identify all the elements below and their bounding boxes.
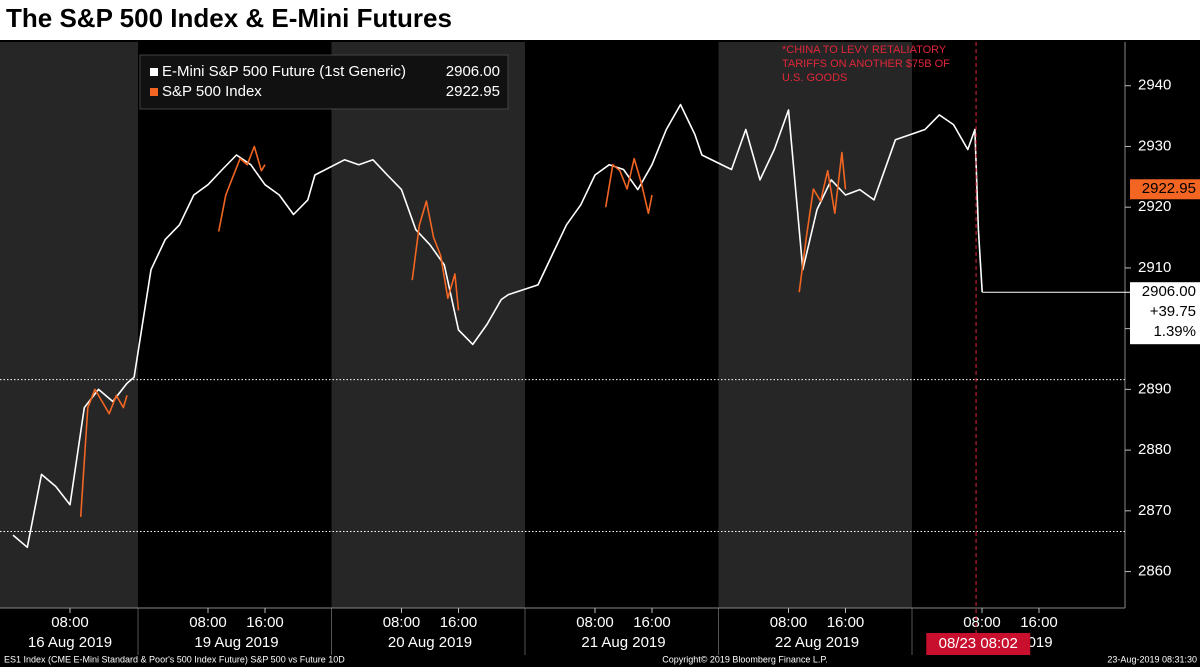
price-box-change: +39.75 — [1150, 303, 1196, 320]
y-tick-label: 2860 — [1138, 563, 1171, 580]
chart-title: The S&P 500 Index & E-Mini Futures — [6, 3, 452, 33]
day-section — [718, 42, 912, 608]
plot: 28602870288028902900291029202930294008:0… — [0, 42, 1200, 655]
series-line — [79, 145, 847, 517]
x-tick-label: 08:00 — [51, 614, 89, 631]
x-tick-label: 16:00 — [1020, 614, 1058, 631]
y-tick-label: 2880 — [1138, 441, 1171, 458]
footer-left: ES1 Index (CME E-Mini Standard & Poor's … — [4, 654, 345, 664]
day-section — [138, 42, 332, 608]
title-band — [0, 0, 1200, 40]
day-section — [331, 42, 525, 608]
price-box-change-pct: 1.39% — [1153, 323, 1196, 340]
legend-swatch — [150, 88, 158, 96]
x-tick-label: 16:00 — [440, 614, 478, 631]
legend-value: 2922.95 — [446, 83, 500, 100]
y-tick-label: 2870 — [1138, 502, 1171, 519]
price-box — [1130, 282, 1200, 345]
y-tick-label: 2940 — [1138, 77, 1171, 94]
day-section — [912, 42, 1125, 608]
footer-center: Copyright© 2019 Bloomberg Finance L.P. — [662, 654, 828, 664]
index-box — [1130, 179, 1200, 200]
day-label: 16 Aug 2019 — [28, 634, 112, 651]
cursor-box — [926, 633, 1031, 655]
day-label: 22 Aug 2019 — [775, 634, 859, 651]
legend-name: S&P 500 Index — [162, 83, 262, 100]
x-tick-label: 08:00 — [576, 614, 614, 631]
day-section — [525, 42, 719, 608]
annotation-text: *CHINA TO LEVY RETALIATORY — [782, 44, 947, 56]
x-tick-label: 08:00 — [770, 614, 808, 631]
day-label: 20 Aug 2019 — [388, 634, 472, 651]
y-tick-label: 2890 — [1138, 380, 1171, 397]
legend-swatch — [150, 68, 158, 76]
index-box-label: 2922.95 — [1142, 180, 1196, 197]
day-section — [0, 42, 138, 608]
annotation-text: U.S. GOODS — [782, 72, 847, 84]
price-box-last: 2906.00 — [1142, 283, 1196, 300]
x-tick-label: 16:00 — [633, 614, 671, 631]
y-tick-label: 2930 — [1138, 137, 1171, 154]
annotation-text: TARIFFS ON ANOTHER $75B OF — [782, 58, 950, 70]
day-label: 21 Aug 2019 — [581, 634, 665, 651]
x-tick-label: 08:00 — [383, 614, 421, 631]
y-tick-label: 2920 — [1138, 198, 1171, 215]
legend-name: E-Mini S&P 500 Future (1st Generic) — [162, 63, 406, 80]
series-line — [12, 103, 983, 549]
footer-right: 23-Aug-2019 08:31:30 — [1107, 654, 1197, 664]
x-tick-label: 08:00 — [189, 614, 227, 631]
cursor-label: 08/23 08:02 — [939, 635, 1018, 652]
day-label: 19 Aug 2019 — [194, 634, 278, 651]
x-tick-label: 16:00 — [246, 614, 284, 631]
y-tick-label: 2910 — [1138, 259, 1171, 276]
x-tick-label: 16:00 — [827, 614, 865, 631]
legend-box — [139, 54, 509, 110]
legend-value: 2906.00 — [446, 63, 500, 80]
x-tick-label: 08:00 — [963, 614, 1001, 631]
